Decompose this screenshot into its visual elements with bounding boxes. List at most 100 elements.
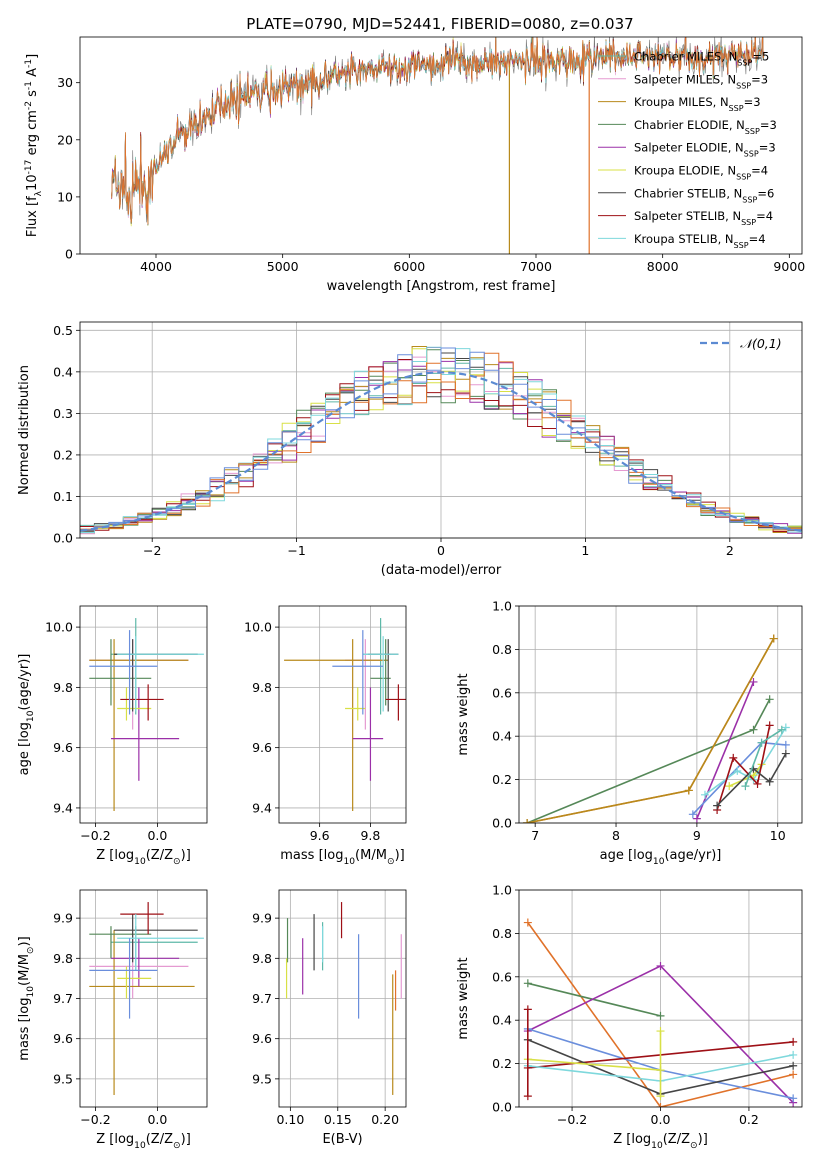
y-tick-label: 10.0 — [244, 620, 272, 635]
x-tick-label: 0.15 — [324, 1112, 352, 1127]
x-tick-label: 1 — [581, 543, 589, 558]
y-tick-label: 10 — [57, 189, 73, 204]
y-axis-label: Flux [fλ​10-17​ erg cm-2​ s-1​ A-1​] — [24, 54, 44, 237]
y-tick-label: 0.6 — [492, 685, 512, 700]
x-tick-label: 9.8 — [360, 828, 380, 843]
weight-marker — [789, 1094, 798, 1103]
legend-label: Chabrier STELIB, NSSP​=6 — [634, 186, 774, 204]
legend-label: Salpeter ELODIE, NSSP​=3 — [634, 141, 776, 159]
errorbar-point-7 — [385, 684, 406, 721]
errorbar-point-8 — [117, 914, 204, 971]
y-tick-label: 1.0 — [492, 883, 512, 898]
errorbar-point-2 — [89, 930, 195, 1095]
y-tick-label: 20 — [57, 132, 73, 147]
weight-marker — [692, 814, 701, 823]
y-tick-label: 9.6 — [53, 1031, 73, 1046]
legend-label: 𝒩(0,1) — [740, 336, 782, 351]
weight-marker — [781, 723, 790, 732]
x-tick-label: 0 — [437, 543, 445, 558]
y-tick-label: 0.2 — [53, 447, 73, 462]
weight-marker — [753, 779, 762, 788]
x-axis-label: (data-model)/error — [381, 563, 502, 578]
plot-area — [284, 618, 406, 811]
grid — [80, 890, 207, 1107]
weight-marker — [523, 1005, 532, 1014]
y-tick-label: 0.4 — [53, 364, 73, 379]
errorbar-point-5 — [117, 966, 152, 999]
x-tick-label: −0.2 — [80, 828, 110, 843]
y-tick-label: 9.6 — [252, 1031, 272, 1046]
weight-marker — [789, 1050, 798, 1059]
weight-marker — [656, 1092, 665, 1101]
x-axis-label: Z [log10​(Z/Z⊙​)] — [613, 1132, 708, 1151]
plot-area — [111, 37, 765, 254]
residual-legend: 𝒩(0,1) — [700, 336, 782, 351]
x-tick-label: 6000 — [393, 259, 425, 274]
axes-frame — [79, 605, 208, 824]
axes-frame — [79, 36, 803, 255]
weight-marker — [733, 766, 742, 775]
y-tick-label: 0.3 — [53, 406, 73, 421]
errorbar-point-0 — [110, 926, 198, 971]
x-tick-label: −0.2 — [80, 1112, 110, 1127]
y-tick-label: 9.4 — [53, 800, 73, 815]
y-tick-label: 1.0 — [492, 599, 512, 614]
x-tick-label: 0.10 — [276, 1112, 304, 1127]
y-tick-label: 0.1 — [53, 489, 73, 504]
panel-residuals: −2 −1 0 1 2 0.0 0.1 0.2 0.3 0.4 0.5 (data-model)/er… — [17, 321, 803, 578]
weight-marker — [781, 749, 790, 758]
legend-label: Kroupa ELODIE, NSSP​=4 — [634, 164, 768, 182]
axes-frame — [278, 605, 407, 824]
errorbar-point-2 — [284, 639, 389, 811]
weight-marker — [688, 810, 697, 819]
panel-age_vs_Z: −0.2 0.0 9.4 9.6 9.8 10.0 Z [log10​(Z/Z⊙​)] age… — [17, 605, 208, 867]
weight-series-2 — [526, 638, 775, 823]
panel-mass_vs_ebv: 0.10 0.15 0.20 9.5 9.6 9.7 9.8 9.9 E(B-V) — [252, 889, 407, 1147]
weight-series-1 — [527, 982, 661, 1017]
weight-marker — [749, 725, 758, 734]
y-tick-label: 9.6 — [252, 740, 272, 755]
weight-marker — [765, 695, 774, 704]
y-tick-label: 30 — [57, 75, 73, 90]
plot-area — [523, 634, 790, 823]
weight-marker — [656, 1027, 665, 1036]
y-tick-label: 9.4 — [252, 800, 272, 815]
weight-marker — [523, 819, 532, 823]
x-axis-label: Z [log10​(Z/Z⊙​)] — [96, 1132, 191, 1151]
y-tick-label: 0.4 — [492, 1013, 512, 1028]
errorbar-point-7 — [120, 902, 164, 935]
weight-marker — [684, 786, 693, 795]
grid — [80, 606, 207, 823]
x-tick-label: 7 — [531, 828, 539, 843]
y-tick-label: 0.2 — [492, 1056, 512, 1071]
y-tick-label: 0.0 — [53, 531, 73, 546]
errorbar-point-9 — [89, 938, 158, 1019]
y-tick-label: 9.5 — [53, 1071, 73, 1086]
x-tick-label: −2 — [143, 543, 161, 558]
weight-marker — [777, 725, 786, 734]
y-tick-label: 9.9 — [53, 911, 73, 926]
weight-marker — [781, 740, 790, 749]
y-axis-label: mass weight — [456, 673, 471, 755]
weight-series-1 — [526, 638, 775, 823]
normal-curve — [80, 371, 802, 532]
x-tick-label: 9000 — [773, 259, 805, 274]
x-tick-label: −0.2 — [557, 1112, 587, 1127]
weight-marker — [725, 782, 734, 791]
panel-mass_vs_Z: −0.2 0.0 9.5 9.6 9.7 9.8 9.9 Z [log10​(Z/Z⊙​)] m… — [17, 889, 208, 1151]
weight-marker — [789, 1037, 798, 1046]
weight-marker — [523, 979, 532, 988]
x-tick-label: 0.0 — [147, 1112, 167, 1127]
x-tick-label: 10 — [770, 828, 786, 843]
y-tick-label: 9.7 — [53, 991, 73, 1006]
weight-marker — [700, 790, 709, 799]
errorbar-point-4 — [110, 938, 180, 987]
model-spectrum-orange — [111, 37, 765, 225]
weight-series-6 — [527, 1058, 661, 1071]
errorbar-point-5 — [117, 687, 152, 721]
weight-marker — [656, 961, 665, 970]
weight-series-8 — [716, 753, 787, 807]
weight-marker — [789, 1070, 798, 1079]
errorbar-point-5 — [345, 687, 366, 721]
x-axis-label: mass [log10​(M/M⊙​)] — [280, 848, 404, 867]
